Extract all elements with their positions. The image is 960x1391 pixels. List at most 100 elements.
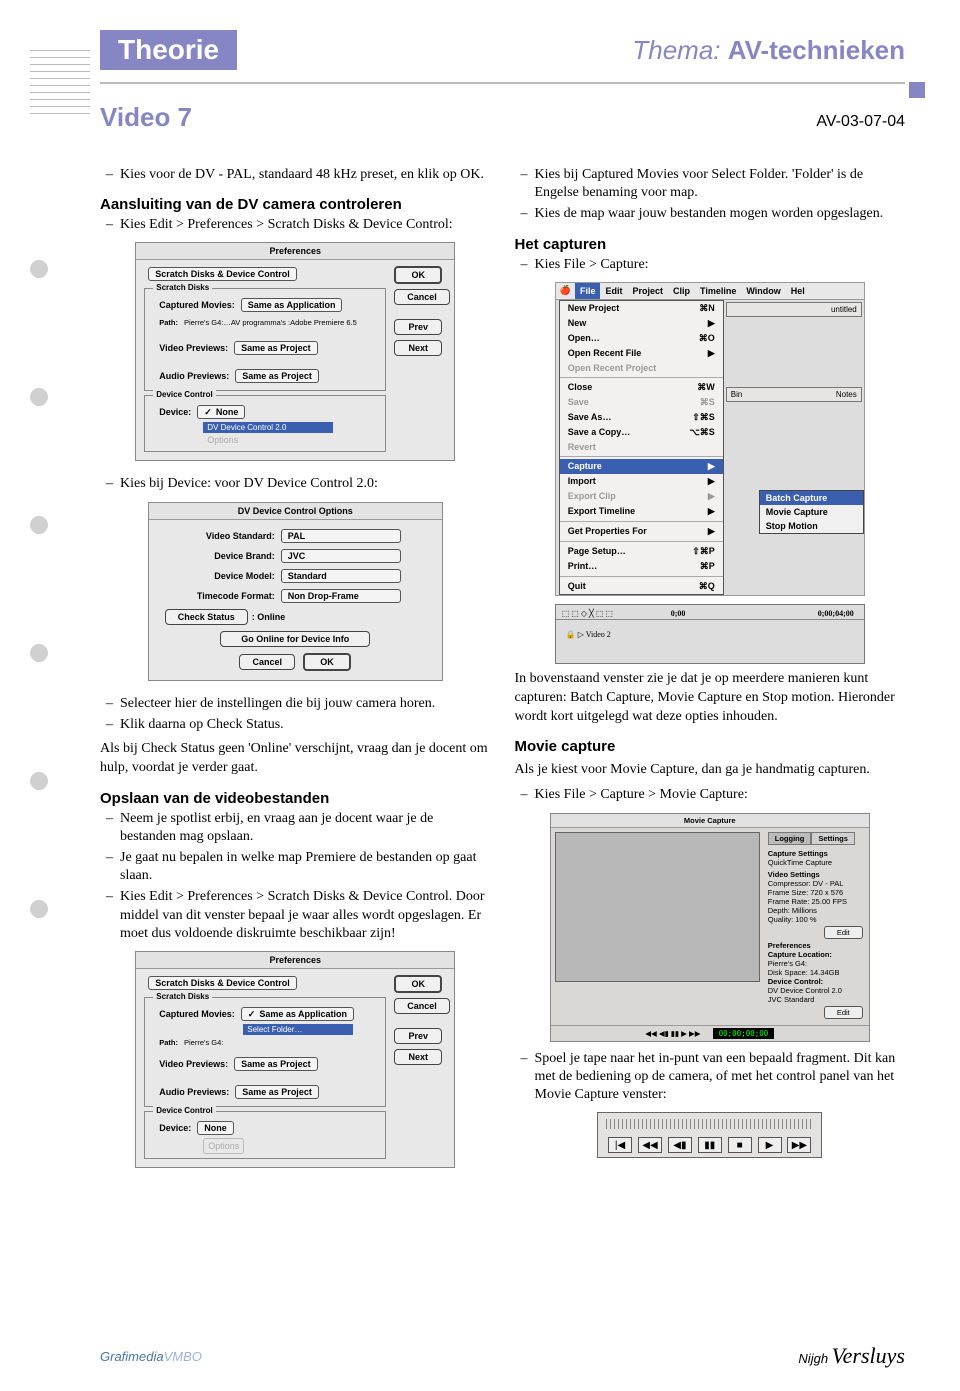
r-b3: Kies File > Capture: xyxy=(535,256,649,274)
aud-prev2-select[interactable]: Same as Project xyxy=(235,1085,319,1099)
cap-movies-select[interactable]: Same as Application xyxy=(241,298,343,312)
cancel-button[interactable]: Cancel xyxy=(394,289,450,305)
vstd-select[interactable]: PAL xyxy=(281,529,401,543)
go-online-button[interactable]: Go Online for Device Info xyxy=(220,631,370,647)
prefs-screenshot-1: Preferences Scratch Disks & Device Contr… xyxy=(135,242,455,461)
prefs2-title: Preferences xyxy=(136,952,454,969)
options2-disabled: Options xyxy=(203,1138,244,1154)
l-b3: Kies bij Device: voor DV Device Control … xyxy=(120,475,378,493)
footer: GrafimediaVMBO Nijgh Versluys xyxy=(100,1343,905,1369)
select-folder-hl[interactable]: Select Folder… xyxy=(243,1024,353,1035)
menu-item[interactable]: Page Setup…⇧⌘P xyxy=(560,544,723,559)
menu-project[interactable]: Project xyxy=(627,283,668,299)
menu-file[interactable]: File xyxy=(575,283,601,299)
prev-button[interactable]: Prev xyxy=(394,319,442,335)
btn-play[interactable]: ▶ xyxy=(758,1137,782,1153)
status-online: : Online xyxy=(252,612,286,622)
video-title: Video 7 xyxy=(100,102,192,133)
menu-edit[interactable]: Edit xyxy=(600,283,627,299)
untitled-win: untitled xyxy=(726,302,862,317)
decor-lines xyxy=(30,50,90,120)
tab-logging[interactable]: Logging xyxy=(768,832,812,845)
prev2-button[interactable]: Prev xyxy=(394,1028,442,1044)
menu-item[interactable]: Quit⌘Q xyxy=(560,579,723,594)
vid-prev-select[interactable]: Same as Project xyxy=(234,341,318,355)
l-b8: Kies Edit > Preferences > Scratch Disks … xyxy=(120,888,491,943)
tc-select[interactable]: Non Drop-Frame xyxy=(281,589,401,603)
scratch-group: Scratch Disks xyxy=(153,283,212,292)
menu-window[interactable]: Window xyxy=(741,283,785,299)
ok-button[interactable]: OK xyxy=(394,266,442,284)
decor-dots xyxy=(30,260,55,1028)
devctl2-group: Device Control xyxy=(153,1106,215,1115)
menu-timeline[interactable]: Timeline xyxy=(695,283,741,299)
menu-item[interactable]: Close⌘W xyxy=(560,380,723,395)
brand-select[interactable]: JVC xyxy=(281,549,401,563)
r-sec2: Movie capture xyxy=(515,738,906,755)
movie-capture-screenshot: Movie Capture LoggingSettings Capture Se… xyxy=(550,813,870,1042)
vid-prev2-select[interactable]: Same as Project xyxy=(234,1057,318,1071)
next2-button[interactable]: Next xyxy=(394,1049,442,1065)
device2-select[interactable]: None xyxy=(197,1121,234,1135)
menu-item[interactable]: New▶ xyxy=(560,316,723,331)
edit-button-1[interactable]: Edit xyxy=(824,926,863,939)
submenu-stop[interactable]: Stop Motion xyxy=(760,519,863,533)
path-val: Pierre's G4:…AV programma's :Adobe Premi… xyxy=(184,318,357,327)
tl-v2: Video 2 xyxy=(586,630,611,639)
transport-screenshot: |◀ ◀◀ ◀▮ ▮▮ ■ ▶ ▶▶ xyxy=(597,1112,822,1158)
prefs-dropdown[interactable]: Scratch Disks & Device Control xyxy=(148,267,297,281)
device-select[interactable]: ✓None xyxy=(197,405,245,419)
btn-rew[interactable]: ◀◀ xyxy=(638,1137,662,1153)
btn-stop[interactable]: ■ xyxy=(728,1137,752,1153)
menu-item[interactable]: Open Recent File▶ xyxy=(560,346,723,361)
menu-item[interactable]: Capture▶ xyxy=(560,459,723,474)
menu-clip[interactable]: Clip xyxy=(668,283,695,299)
dv-cancel-button[interactable]: Cancel xyxy=(239,654,295,670)
aud-prev2-label: Audio Previews: xyxy=(159,1087,229,1097)
submenu-batch[interactable]: Batch Capture xyxy=(760,491,863,505)
device-label: Device: xyxy=(159,407,191,417)
btn-stepback[interactable]: ◀▮ xyxy=(668,1137,692,1153)
submenu-movie[interactable]: Movie Capture xyxy=(760,505,863,519)
mc-pierre: Pierre's G4: xyxy=(768,959,865,968)
menu-help[interactable]: Hel xyxy=(786,283,810,299)
menu-item: Open Recent Project xyxy=(560,361,723,375)
r-b4: Kies File > Capture > Movie Capture: xyxy=(535,786,748,804)
device-dvdc[interactable]: DV Device Control 2.0 xyxy=(203,422,333,433)
footer-nijgh: Nijgh Versluys xyxy=(798,1343,905,1369)
path2-label: Path: xyxy=(159,1038,178,1047)
vstd-label: Video Standard: xyxy=(165,531,275,541)
menu-item[interactable]: Save a Copy…⌥⌘S xyxy=(560,425,723,440)
r-sec1: Het capturen xyxy=(515,236,906,253)
header-mark xyxy=(909,82,925,98)
menu-item[interactable]: Open…⌘O xyxy=(560,331,723,346)
l-sec2: Opslaan van de videobestanden xyxy=(100,790,491,807)
btn-begin[interactable]: |◀ xyxy=(608,1137,632,1153)
menu-item[interactable]: Print…⌘P xyxy=(560,559,723,574)
dv-ok-button[interactable]: OK xyxy=(303,653,351,671)
cap-movies2-select[interactable]: ✓Same as Application xyxy=(241,1007,354,1021)
model-select[interactable]: Standard xyxy=(281,569,401,583)
bin-label: Bin xyxy=(731,390,743,399)
btn-ff[interactable]: ▶▶ xyxy=(787,1137,811,1153)
transport-ruler[interactable] xyxy=(606,1119,813,1129)
header-theorie: Theorie xyxy=(100,30,237,70)
tab-settings[interactable]: Settings xyxy=(811,832,855,845)
menu-item[interactable]: Export Timeline▶ xyxy=(560,504,723,519)
menu-item[interactable]: New Project⌘N xyxy=(560,301,723,316)
cancel2-button[interactable]: Cancel xyxy=(394,998,450,1014)
menu-item[interactable]: Get Properties For▶ xyxy=(560,524,723,539)
tl-t2: 0;00;04;00 xyxy=(818,609,854,618)
next-button[interactable]: Next xyxy=(394,340,442,356)
ok2-button[interactable]: OK xyxy=(394,975,442,993)
aud-prev-select[interactable]: Same as Project xyxy=(235,369,319,383)
menu-item[interactable]: Import▶ xyxy=(560,474,723,489)
btn-pause[interactable]: ▮▮ xyxy=(698,1137,722,1153)
menu-item[interactable]: Save As…⇧⌘S xyxy=(560,410,723,425)
l-sec1: Aansluiting van de DV camera controleren xyxy=(100,196,491,213)
edit-button-2[interactable]: Edit xyxy=(824,1006,863,1019)
check-status-button[interactable]: Check Status xyxy=(165,609,248,625)
prefs2-dropdown[interactable]: Scratch Disks & Device Control xyxy=(148,976,297,990)
doc-code: AV-03-07-04 xyxy=(816,113,905,131)
thema-pre: Thema: xyxy=(632,35,727,65)
